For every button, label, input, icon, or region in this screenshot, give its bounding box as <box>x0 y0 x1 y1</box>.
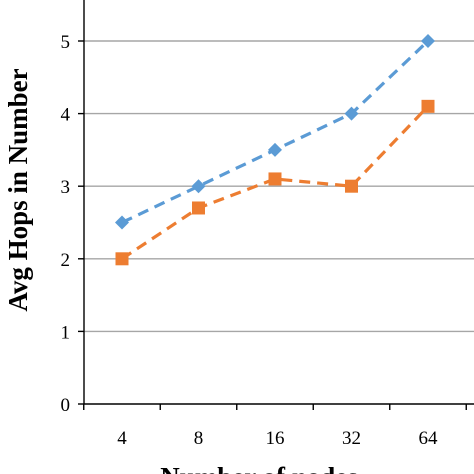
y-tick-label: 1 <box>61 322 71 343</box>
data-point-square <box>115 252 129 266</box>
series-layer <box>115 34 435 266</box>
data-point-diamond <box>268 142 282 157</box>
data-point-diamond <box>191 179 206 194</box>
y-tick-label: 0 <box>61 395 71 416</box>
y-tick-label: 2 <box>61 250 71 271</box>
data-point-diamond <box>115 215 129 230</box>
data-point-square <box>192 201 205 215</box>
x-tick-label: 64 <box>419 428 439 449</box>
gridlines <box>84 40 474 333</box>
data-point-square <box>268 172 282 186</box>
x-tick-label: 4 <box>117 428 127 449</box>
data-point-diamond <box>344 106 359 121</box>
y-tick-label: 5 <box>61 32 71 53</box>
data-point-square <box>421 99 435 113</box>
series-line-1 <box>121 39 430 224</box>
data-point-diamond <box>421 34 435 48</box>
y-axis-title: Avg Hops in Number <box>3 68 33 311</box>
x-axis-title: Number of nodes <box>160 462 358 474</box>
y-tick-label: 4 <box>61 105 71 126</box>
tick-labels: 0 1 2 3 4 5 4 8 16 32 64 <box>61 32 439 449</box>
data-point-square <box>345 179 358 193</box>
series-line-2 <box>121 105 430 261</box>
x-tick-label: 8 <box>194 428 204 449</box>
axes <box>78 0 474 410</box>
y-tick-label: 3 <box>61 177 71 198</box>
x-tick-label: 32 <box>342 428 361 449</box>
x-tick-label: 16 <box>266 428 285 449</box>
